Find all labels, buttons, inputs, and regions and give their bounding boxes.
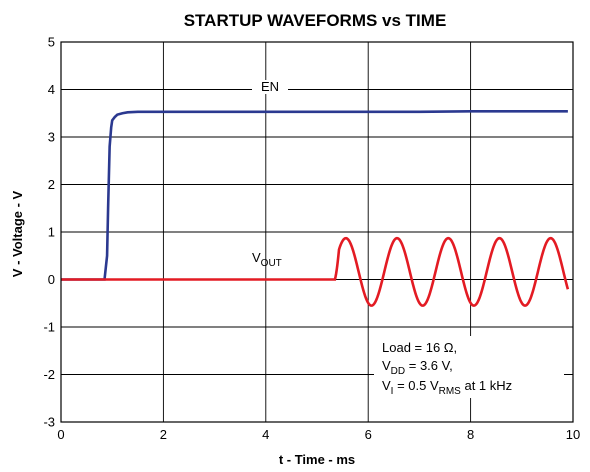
note3-sub: I bbox=[391, 386, 394, 397]
note3-rest: at 1 kHz bbox=[461, 378, 512, 393]
x-tick-label: 2 bbox=[160, 427, 167, 442]
y-tick-label: 1 bbox=[48, 225, 55, 240]
vout-label-sub: OUT bbox=[261, 258, 282, 269]
note-line-3: VI = 0.5 VRMS at 1 kHz bbox=[382, 378, 512, 397]
y-tick-label: 5 bbox=[48, 35, 55, 50]
y-tick-label: 2 bbox=[48, 177, 55, 192]
x-tick-label: 4 bbox=[262, 427, 269, 442]
note3-main: V bbox=[382, 378, 391, 393]
note3-sub2: RMS bbox=[439, 386, 462, 397]
note3-mid: = 0.5 V bbox=[393, 378, 438, 393]
x-tick-label: 6 bbox=[365, 427, 372, 442]
chart-title: STARTUP WAVEFORMS vs TIME bbox=[184, 11, 447, 30]
y-axis-label: V - Voltage - V bbox=[10, 190, 25, 277]
note2-sub: DD bbox=[391, 366, 405, 377]
vout-label-main: V bbox=[252, 250, 261, 265]
x-tick-label: 10 bbox=[566, 427, 580, 442]
note2-main: V bbox=[382, 358, 391, 373]
y-tick-label: -3 bbox=[43, 415, 55, 430]
x-tick-label: 0 bbox=[57, 427, 64, 442]
note-bg bbox=[374, 336, 564, 398]
x-axis-label: t - Time - ms bbox=[279, 452, 355, 467]
plot-frame bbox=[60, 41, 574, 423]
y-tick-label: 0 bbox=[48, 272, 55, 287]
en-series-label: EN bbox=[261, 79, 279, 94]
y-tick-label: -2 bbox=[43, 367, 55, 382]
note-line-1: Load = 16 Ω, bbox=[382, 340, 457, 355]
vout-series-label: VOUT bbox=[252, 250, 282, 269]
y-tick-label: -1 bbox=[43, 320, 55, 335]
note2-rest: = 3.6 V, bbox=[405, 358, 453, 373]
note-line-2: VDD = 3.6 V, bbox=[382, 358, 453, 377]
en-label-bg bbox=[252, 80, 288, 94]
series-line-vout bbox=[61, 236, 570, 307]
y-tick-label: 3 bbox=[48, 130, 55, 145]
series-line-en bbox=[61, 110, 568, 281]
x-tick-label: 8 bbox=[467, 427, 474, 442]
y-tick-label: 4 bbox=[48, 82, 55, 97]
